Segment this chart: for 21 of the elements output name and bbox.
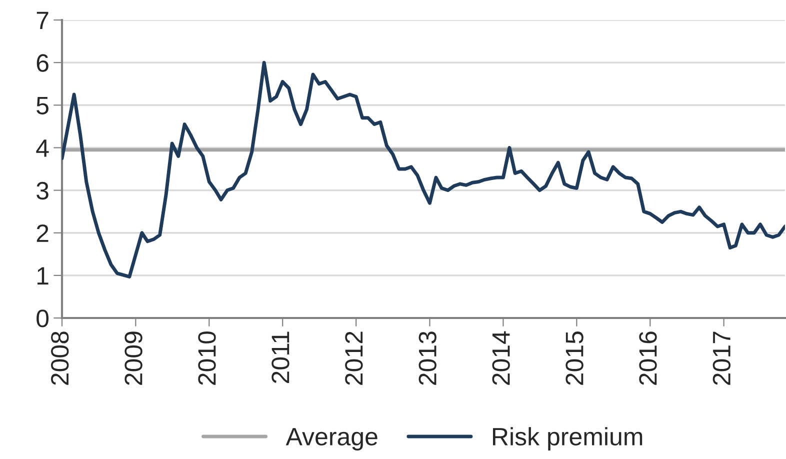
y-tick-label: 5 bbox=[36, 97, 48, 114]
x-tick-label: 2016 bbox=[639, 332, 657, 385]
x-tick-label: 2014 bbox=[492, 331, 510, 385]
y-tick-label: 2 bbox=[36, 224, 48, 242]
legend-label: Risk premium bbox=[492, 427, 642, 450]
x-tick-label: 2012 bbox=[345, 332, 363, 385]
x-tick-label: 2009 bbox=[124, 332, 142, 385]
x-tick-label: 2013 bbox=[418, 332, 436, 385]
x-tick-label: 2011 bbox=[272, 332, 290, 384]
legend-label: Average bbox=[286, 428, 378, 450]
y-tick-label: 4 bbox=[36, 140, 49, 157]
y-tick-label: 1 bbox=[38, 267, 48, 284]
y-tick-label: 0 bbox=[36, 310, 49, 328]
x-tick-label: 2010 bbox=[198, 331, 216, 385]
y-tick-label: 7 bbox=[36, 12, 48, 30]
x-tick-label: 2015 bbox=[566, 332, 584, 385]
x-tick-label: 2008 bbox=[51, 332, 69, 385]
y-tick-label: 6 bbox=[36, 54, 48, 72]
x-tick-label: 2017 bbox=[712, 332, 731, 385]
y-tick-label: 3 bbox=[36, 182, 48, 200]
line-series bbox=[62, 60, 785, 278]
